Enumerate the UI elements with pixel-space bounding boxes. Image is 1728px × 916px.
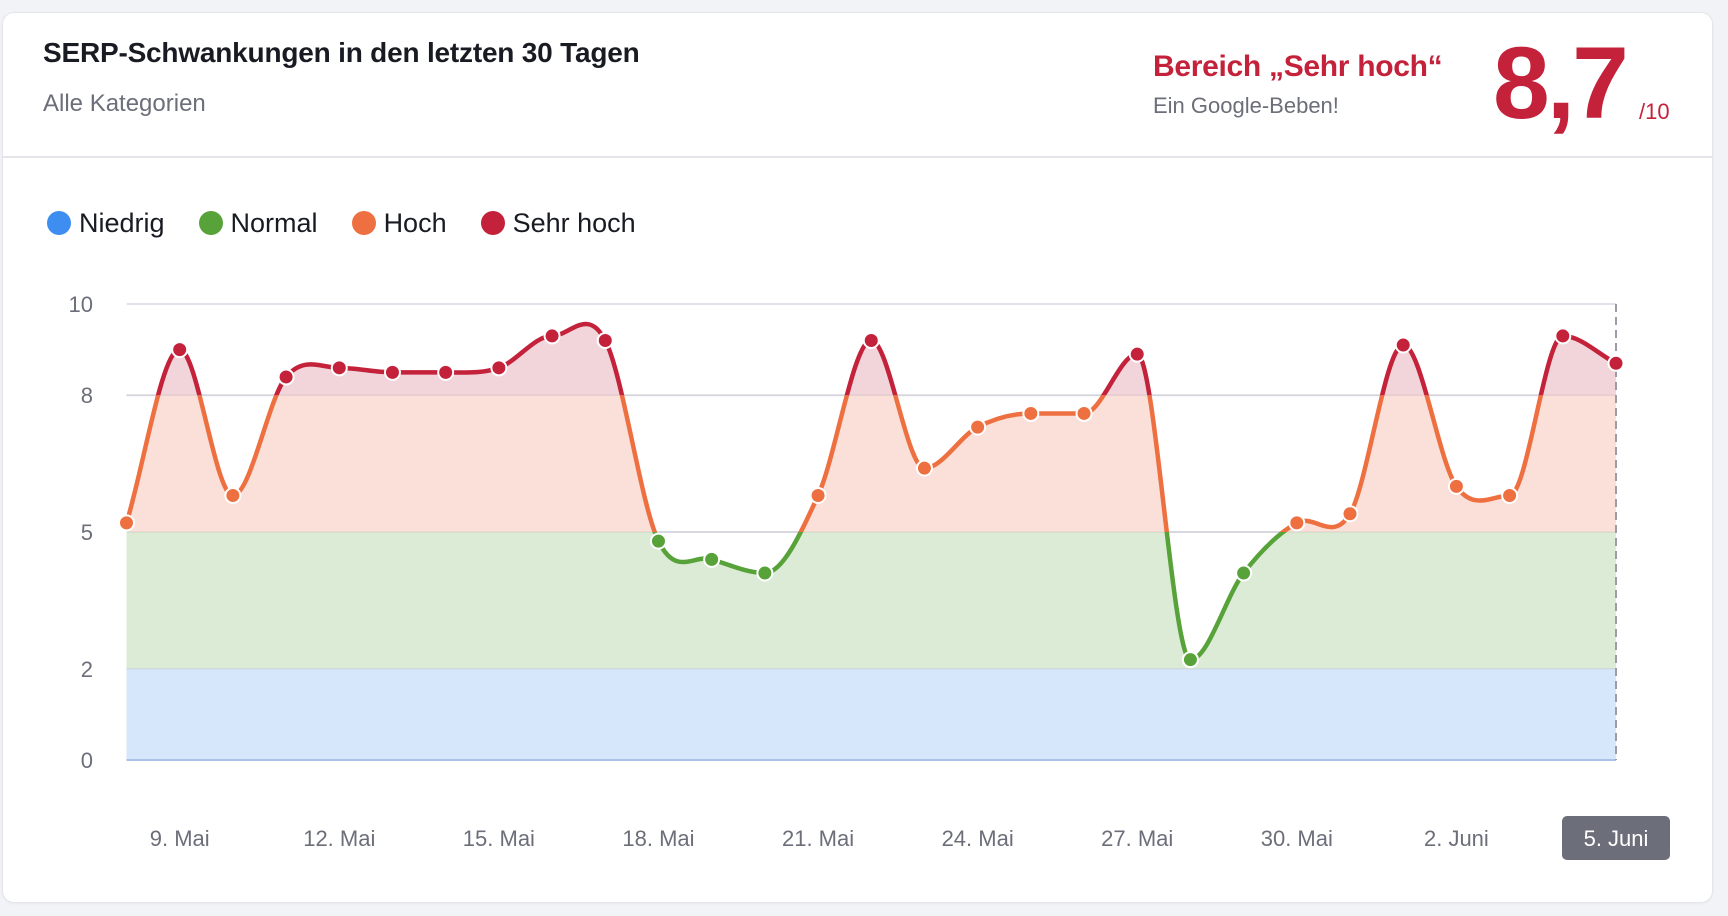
- band-area-hoch: [126, 395, 1616, 533]
- legend-dot-icon: [351, 211, 376, 235]
- data-point-marker[interactable]: [1235, 564, 1253, 582]
- series-line: [124, 395, 1544, 533]
- data-point-marker[interactable]: [1501, 487, 1519, 505]
- data-point-marker[interactable]: [1181, 651, 1199, 669]
- legend-dot-icon: [480, 211, 505, 235]
- data-point-marker[interactable]: [1022, 404, 1040, 422]
- data-point-marker[interactable]: [437, 363, 455, 381]
- chart-legend: Niedrig Normal Hoch Sehr hoch: [47, 203, 670, 243]
- data-point-marker[interactable]: [1075, 404, 1093, 422]
- data-point-marker[interactable]: [1447, 477, 1465, 495]
- y-tick-label: 8: [81, 383, 93, 408]
- x-tick-label: 21. Mai: [782, 826, 854, 851]
- x-tick-label: 30. Mai: [1261, 826, 1333, 851]
- x-tick-label: 9. Mai: [150, 826, 210, 851]
- data-point-marker[interactable]: [1341, 505, 1359, 523]
- legend-label: Niedrig: [79, 207, 165, 238]
- data-point-marker[interactable]: [915, 459, 933, 477]
- category-subtitle: Alle Kategorien: [43, 90, 206, 117]
- legend-label: Normal: [230, 207, 318, 238]
- card-header: SERP-Schwankungen in den letzten 30 Tage…: [3, 13, 1712, 158]
- data-point-marker[interactable]: [703, 550, 721, 568]
- data-point-marker[interactable]: [490, 359, 508, 377]
- x-tick-label: 24. Mai: [942, 826, 1014, 851]
- x-tick-label-highlighted: 5. Juni: [1584, 826, 1649, 851]
- y-tick-label: 2: [81, 657, 93, 682]
- data-point-marker[interactable]: [330, 359, 348, 377]
- data-point-marker[interactable]: [1554, 327, 1572, 345]
- legend-item-hoch[interactable]: Hoch: [351, 207, 447, 239]
- legend-item-niedrig[interactable]: Niedrig: [47, 208, 165, 239]
- data-point-marker[interactable]: [171, 341, 189, 359]
- band-area-normal: [126, 532, 1616, 669]
- x-tick-label: 15. Mai: [463, 826, 535, 851]
- card-title: SERP-Schwankungen in den letzten 30 Tage…: [43, 37, 640, 68]
- data-point-marker[interactable]: [1607, 354, 1625, 372]
- data-point-marker[interactable]: [1128, 345, 1146, 363]
- x-tick-label: 2. Juni: [1424, 826, 1489, 851]
- band-area-niedrig: [126, 668, 1616, 760]
- legend-item-normal[interactable]: Normal: [198, 207, 318, 239]
- data-point-marker[interactable]: [809, 487, 827, 505]
- score-max: /10: [1639, 99, 1670, 124]
- data-point-marker[interactable]: [1394, 336, 1412, 354]
- y-tick-label: 10: [69, 292, 93, 317]
- range-label: Bereich „Sehr hoch“: [1153, 50, 1443, 83]
- legend-dot-icon: [198, 211, 223, 235]
- x-tick-label: 27. Mai: [1101, 826, 1173, 851]
- score-value: 8,7: [1493, 26, 1629, 140]
- band-area-sehr-hoch: [158, 324, 1616, 396]
- legend-label: Sehr hoch: [512, 207, 636, 238]
- data-point-marker[interactable]: [862, 331, 880, 349]
- data-point-marker[interactable]: [1288, 514, 1306, 532]
- legend-item-sehr-hoch[interactable]: Sehr hoch: [480, 207, 636, 239]
- legend-dot-icon: [47, 211, 71, 235]
- data-point-marker[interactable]: [224, 487, 242, 505]
- y-tick-label: 5: [81, 520, 93, 545]
- range-description: Ein Google-Beben!: [1153, 93, 1339, 118]
- highlighted-date-badge: [1562, 816, 1670, 860]
- data-point-marker[interactable]: [969, 418, 987, 436]
- data-point-marker[interactable]: [277, 368, 295, 386]
- data-point-marker[interactable]: [756, 564, 774, 582]
- x-tick-label: 18. Mai: [622, 826, 694, 851]
- y-tick-label: 0: [81, 748, 93, 773]
- data-point-marker[interactable]: [118, 514, 135, 532]
- legend-label: Hoch: [383, 207, 447, 238]
- data-point-marker[interactable]: [383, 363, 401, 381]
- data-point-marker[interactable]: [543, 327, 561, 345]
- x-tick-label: 12. Mai: [303, 826, 375, 851]
- data-point-marker[interactable]: [596, 331, 614, 349]
- data-point-marker[interactable]: [649, 532, 667, 550]
